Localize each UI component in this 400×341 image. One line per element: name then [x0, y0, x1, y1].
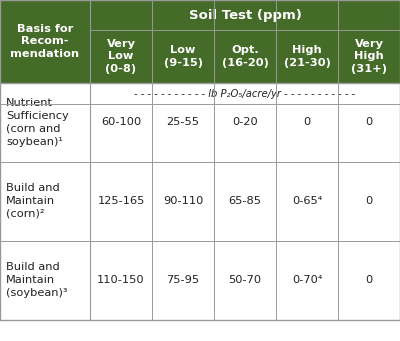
- Text: Very
Low
(0-8): Very Low (0-8): [106, 39, 137, 74]
- Text: 75-95: 75-95: [166, 275, 200, 285]
- Text: Nutrient
Sufficiency
(corn and
soybean)¹: Nutrient Sufficiency (corn and soybean)¹: [6, 98, 69, 147]
- Text: 0-20: 0-20: [232, 117, 258, 127]
- Text: - - - - - - - - - - - lb P₂O₅/acre/yr - - - - - - - - - - -: - - - - - - - - - - - lb P₂O₅/acre/yr - …: [134, 89, 356, 99]
- Bar: [0, 83, 400, 162]
- Bar: [90, 30, 152, 83]
- Bar: [0, 241, 400, 320]
- Text: 0: 0: [365, 117, 373, 127]
- Text: Build and
Maintain
(corn)²: Build and Maintain (corn)²: [6, 183, 60, 219]
- Text: 65-85: 65-85: [228, 196, 262, 206]
- Text: 50-70: 50-70: [228, 275, 262, 285]
- Text: High
(21-30): High (21-30): [284, 45, 330, 68]
- Text: 0: 0: [303, 117, 311, 127]
- Text: 125-165: 125-165: [97, 196, 145, 206]
- Text: Basis for
Recom-
mendation: Basis for Recom- mendation: [10, 24, 80, 59]
- Bar: [0, 162, 400, 241]
- Text: Very
High
(31+): Very High (31+): [351, 39, 387, 74]
- Text: 0-70⁴: 0-70⁴: [292, 275, 322, 285]
- Text: 90-110: 90-110: [163, 196, 203, 206]
- Text: 0-65⁴: 0-65⁴: [292, 196, 322, 206]
- Bar: [0, 83, 400, 104]
- Text: Low
(9-15): Low (9-15): [164, 45, 202, 68]
- Text: Opt.
(16-20): Opt. (16-20): [222, 45, 268, 68]
- Bar: [214, 30, 276, 83]
- Text: Build and
Maintain
(soybean)³: Build and Maintain (soybean)³: [6, 262, 68, 298]
- Bar: [90, 0, 400, 30]
- Bar: [276, 30, 338, 83]
- Text: 25-55: 25-55: [166, 117, 200, 127]
- Text: 60-100: 60-100: [101, 117, 141, 127]
- Bar: [0, 0, 90, 83]
- Bar: [338, 30, 400, 83]
- Text: 0: 0: [365, 275, 373, 285]
- Bar: [152, 30, 214, 83]
- Text: Soil Test (ppm): Soil Test (ppm): [188, 9, 302, 21]
- Text: 0: 0: [365, 196, 373, 206]
- Text: 110-150: 110-150: [97, 275, 145, 285]
